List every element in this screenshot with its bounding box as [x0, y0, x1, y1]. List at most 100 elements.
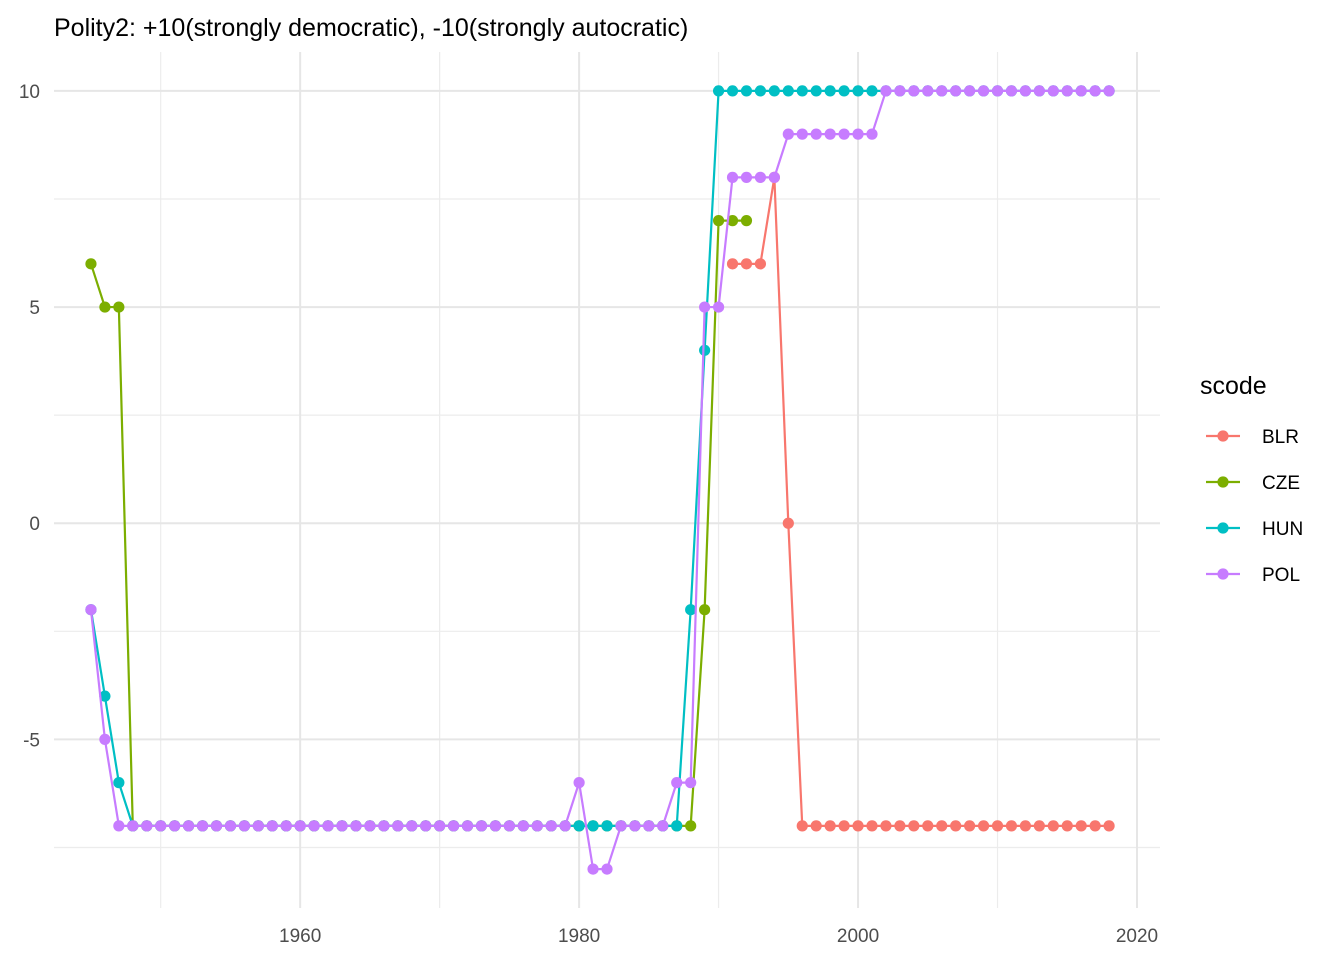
data-point-blr: [824, 820, 836, 832]
data-point-pol: [796, 128, 808, 140]
data-point-pol: [378, 820, 390, 832]
data-point-pol: [266, 820, 278, 832]
legend-key-point: [1217, 430, 1229, 442]
data-point-blr: [866, 820, 878, 832]
data-point-pol: [991, 85, 1004, 97]
series-pol: [85, 85, 1115, 875]
data-point-cze: [99, 301, 111, 313]
data-point-pol: [420, 820, 432, 832]
data-point-blr: [754, 258, 767, 270]
data-point-hun: [99, 690, 111, 702]
data-point-pol: [531, 820, 543, 832]
data-point-pol: [252, 820, 264, 832]
data-point-pol: [1047, 85, 1059, 97]
data-point-pol: [155, 820, 167, 832]
x-axis: 1960 1980 2000 2020: [279, 926, 1158, 947]
series-blr: [726, 171, 1115, 832]
data-point-hun: [824, 85, 836, 97]
legend-key-point: [1217, 476, 1229, 488]
data-point-cze: [712, 215, 725, 227]
data-point-pol: [824, 128, 836, 140]
data-point-pol: [1103, 85, 1115, 97]
data-point-pol: [559, 820, 571, 832]
grid: [54, 52, 1160, 908]
data-point-pol: [350, 820, 362, 832]
data-point-blr: [740, 258, 753, 270]
data-point-pol: [782, 128, 794, 140]
legend-item-pol: POL: [1206, 565, 1300, 586]
legend-key-point: [1217, 522, 1229, 534]
data-point-hun: [852, 85, 864, 97]
data-point-pol: [768, 171, 780, 183]
data-point-hun: [754, 85, 767, 97]
data-point-pol: [99, 733, 111, 745]
data-point-pol: [127, 820, 139, 832]
data-point-blr: [852, 820, 864, 832]
series-layer: [85, 85, 1115, 875]
data-point-cze: [113, 301, 125, 313]
data-point-hun: [712, 85, 725, 97]
data-point-hun: [601, 820, 613, 832]
data-point-hun: [838, 85, 850, 97]
data-point-pol: [503, 820, 515, 832]
chart-title: Polity2: +10(strongly democratic), -10(s…: [54, 14, 688, 42]
legend-key-point: [1217, 568, 1229, 580]
series-line-blr: [732, 176, 1110, 827]
data-point-pol: [85, 604, 97, 616]
data-point-pol: [169, 820, 181, 832]
data-point-pol: [936, 85, 948, 97]
data-point-pol: [113, 820, 125, 832]
data-point-pol: [322, 820, 334, 832]
x-tick-label: 1960: [279, 926, 321, 947]
data-point-pol: [1089, 85, 1101, 97]
data-point-pol: [447, 820, 460, 832]
series-hun: [85, 85, 1115, 832]
data-point-pol: [629, 820, 641, 832]
data-point-pol: [922, 85, 934, 97]
legend: scode BLR CZE HUN POL: [1200, 372, 1303, 586]
data-point-hun: [782, 85, 794, 97]
data-point-pol: [894, 85, 906, 97]
data-point-pol: [950, 85, 962, 97]
data-point-pol: [182, 820, 195, 832]
data-point-blr: [1089, 820, 1101, 832]
data-point-pol: [615, 820, 627, 832]
data-point-pol: [517, 820, 529, 832]
data-point-pol: [964, 85, 976, 97]
data-point-cze: [740, 215, 753, 227]
y-tick-label: -5: [23, 730, 40, 751]
data-point-blr: [1047, 820, 1059, 832]
data-point-pol: [754, 171, 767, 183]
data-point-pol: [545, 820, 557, 832]
legend-label: HUN: [1262, 519, 1303, 540]
data-point-blr: [782, 517, 794, 529]
data-point-cze: [726, 215, 739, 227]
data-point-pol: [238, 820, 250, 832]
data-point-blr: [964, 820, 976, 832]
data-point-hun: [796, 85, 808, 97]
data-point-pol: [141, 820, 153, 832]
data-point-hun: [685, 604, 697, 616]
data-point-pol: [699, 301, 711, 313]
data-point-hun: [866, 85, 878, 97]
data-point-pol: [866, 128, 878, 140]
legend-item-hun: HUN: [1206, 519, 1303, 540]
data-point-cze: [699, 604, 711, 616]
data-point-blr: [908, 820, 920, 832]
x-tick-label: 2020: [1116, 926, 1158, 947]
legend-title: scode: [1200, 372, 1267, 400]
data-point-pol: [308, 820, 320, 832]
data-point-pol: [880, 85, 892, 97]
data-point-cze: [85, 258, 97, 270]
data-point-pol: [643, 820, 655, 832]
data-point-hun: [768, 85, 780, 97]
legend-label: POL: [1262, 565, 1300, 586]
y-tick-label: 5: [29, 298, 40, 319]
data-point-pol: [601, 863, 613, 875]
data-point-blr: [1019, 820, 1032, 832]
data-point-pol: [573, 777, 585, 789]
data-point-blr: [936, 820, 948, 832]
data-point-blr: [1005, 820, 1018, 832]
data-point-hun: [726, 85, 739, 97]
y-tick-label: 10: [19, 82, 40, 103]
